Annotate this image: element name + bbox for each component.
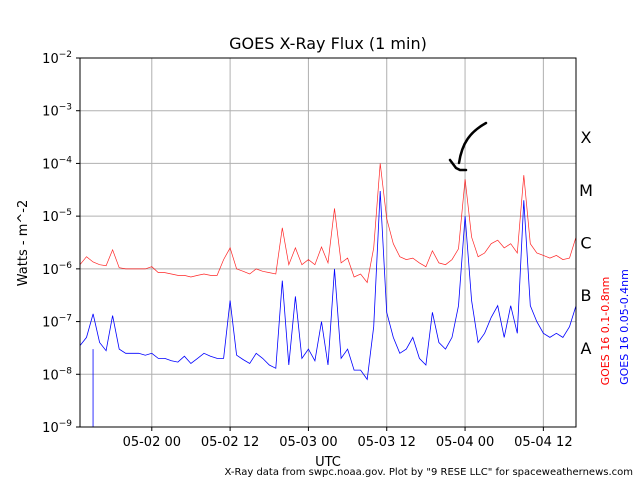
series-line-0 <box>79 163 577 284</box>
series-line-1 <box>79 190 577 381</box>
y-tick-label: 10−4 <box>42 155 72 172</box>
x-tick-label: 05-03 00 <box>279 435 337 450</box>
y-axis-ticks: 10−9 10−8 10−7 10−6 10−5 10−4 10−3 10−2 <box>42 50 80 436</box>
x-tick-label: 05-02 00 <box>123 435 181 450</box>
x-tick-label: 05-03 12 <box>358 435 416 450</box>
y-tick-label: 10−3 <box>42 103 72 120</box>
x-tick-label: 05-04 00 <box>436 435 494 450</box>
y-tick-label: 10−9 <box>42 419 72 436</box>
flare-class-label: B <box>581 286 592 305</box>
grid-lines <box>80 57 576 428</box>
chart-title: GOES X-Ray Flux (1 min) <box>229 34 427 53</box>
legend-series-long: GOES 16 0.1-0.8nm <box>599 277 612 386</box>
flare-class-labels: X M C B A <box>579 128 593 358</box>
y-tick-label: 10−5 <box>42 208 72 225</box>
y-tick-label: 10−8 <box>42 366 72 383</box>
plot-frame <box>79 57 577 428</box>
y-tick-label: 10−7 <box>42 314 72 331</box>
y-tick-label: 10−6 <box>42 261 72 278</box>
y-tick-label: 10−2 <box>42 50 72 67</box>
data-credit: X-Ray data from swpc.noaa.gov. Plot by "… <box>225 467 633 478</box>
arrow-annotation <box>448 121 488 172</box>
flare-class-label: C <box>580 234 591 253</box>
x-axis-label: UTC <box>315 455 341 470</box>
x-tick-label: 05-04 12 <box>514 435 572 450</box>
flare-class-label: X <box>581 128 592 147</box>
series-group <box>79 163 577 427</box>
x-axis-ticks: 05-02 00 05-02 12 05-03 00 05-03 12 05-04 00… <box>123 427 573 450</box>
y-axis-label: Watts - m^-2 <box>16 200 31 286</box>
x-tick-label: 05-02 12 <box>201 435 259 450</box>
flare-class-label: M <box>579 181 593 200</box>
flare-class-label: A <box>581 339 592 358</box>
legend-series-short: GOES 16 0.05-0.4nm <box>618 269 631 385</box>
